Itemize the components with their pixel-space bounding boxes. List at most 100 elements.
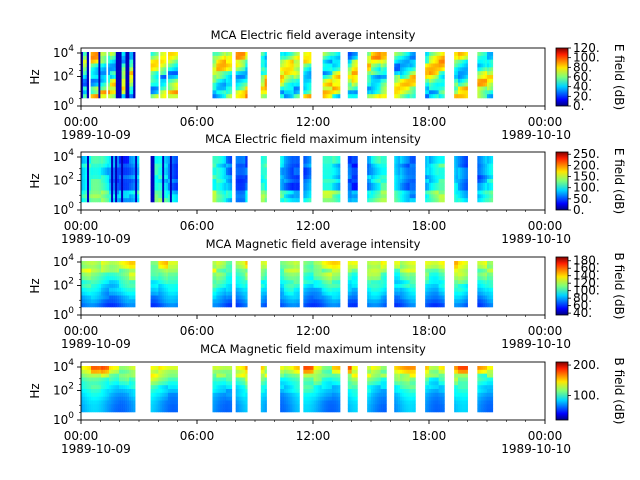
spectrogram-cell bbox=[100, 52, 103, 57]
spectrogram-cell bbox=[243, 280, 246, 285]
spectrogram-cell bbox=[403, 67, 407, 72]
spectrogram-cell bbox=[156, 295, 159, 300]
spectrogram-cell bbox=[413, 186, 416, 191]
spectrogram-cell bbox=[488, 78, 492, 83]
spectrogram-cell bbox=[115, 52, 119, 57]
spectrogram-cell bbox=[212, 268, 215, 273]
spectrogram-cell bbox=[131, 63, 134, 68]
spectrogram-cell bbox=[98, 52, 101, 57]
spectrogram-cell bbox=[97, 163, 100, 168]
spectrogram-cell bbox=[119, 82, 122, 87]
spectrogram-cell bbox=[407, 71, 410, 76]
spectrogram-cell bbox=[479, 90, 482, 95]
spectrogram-cell bbox=[436, 59, 439, 64]
spectrogram-cell bbox=[245, 78, 248, 83]
colorbar-tick-label: 0. bbox=[573, 203, 584, 217]
spectrogram-cell bbox=[119, 280, 122, 285]
spectrogram-cell bbox=[285, 71, 289, 76]
spectrogram-cell bbox=[488, 59, 492, 64]
spectrogram-cell bbox=[380, 71, 383, 76]
spectrogram-cell bbox=[398, 280, 401, 285]
spectrogram-cell bbox=[214, 268, 217, 273]
spectrogram-cell bbox=[289, 71, 293, 76]
spectrogram-cell bbox=[351, 175, 354, 180]
colorbar-label: E field (dB) bbox=[612, 44, 626, 110]
spectrogram-cell bbox=[463, 264, 467, 269]
spectrogram-cell bbox=[160, 59, 163, 64]
spectrogram-cell bbox=[107, 179, 110, 184]
spectrogram-cell bbox=[324, 175, 327, 180]
spectrogram-cell bbox=[430, 186, 434, 191]
spectrogram-cell bbox=[239, 55, 242, 60]
spectrogram-cell bbox=[152, 284, 155, 289]
spectrogram-cell bbox=[121, 94, 124, 99]
spectrogram-cell bbox=[367, 276, 370, 281]
spectrogram-cell bbox=[289, 175, 293, 180]
spectrogram-cell bbox=[237, 52, 240, 57]
spectrogram-cell bbox=[458, 156, 461, 161]
spectrogram-cell bbox=[459, 67, 463, 72]
spectrogram-cell bbox=[169, 261, 173, 266]
spectrogram-cell bbox=[440, 52, 443, 57]
spectrogram-cell bbox=[103, 272, 106, 277]
spectrogram-cell bbox=[216, 299, 219, 304]
spectrogram-cell bbox=[212, 78, 215, 83]
spectrogram-cell bbox=[429, 167, 432, 172]
spectrogram-cell bbox=[382, 156, 385, 161]
spectrogram-cell bbox=[411, 291, 414, 296]
spectrogram-cell bbox=[401, 186, 405, 191]
spectrogram-cell bbox=[309, 71, 312, 76]
spectrogram-cell bbox=[438, 261, 441, 266]
spectrogram-cell bbox=[129, 264, 132, 269]
spectrogram-cell bbox=[315, 303, 318, 308]
spectrogram-cell bbox=[95, 186, 98, 191]
spectrogram-cell bbox=[110, 94, 113, 99]
spectrogram-cell bbox=[173, 287, 177, 292]
spectrogram-cell bbox=[477, 175, 480, 180]
spectrogram-cell bbox=[287, 182, 291, 187]
spectrogram-cell bbox=[465, 280, 468, 285]
spectrogram-cell bbox=[164, 78, 167, 83]
spectrogram-cell bbox=[372, 261, 376, 266]
spectrogram-cell bbox=[162, 156, 165, 161]
spectrogram-cell bbox=[81, 303, 84, 308]
spectrogram-cell bbox=[245, 159, 248, 164]
spectrogram-cell bbox=[235, 194, 238, 199]
spectrogram-cell bbox=[89, 175, 92, 180]
spectrogram-cell bbox=[162, 75, 165, 80]
spectrogram-cell bbox=[119, 94, 122, 99]
spectrogram-cell bbox=[245, 55, 248, 60]
spectrogram-cell bbox=[380, 167, 383, 172]
spectrogram-cell bbox=[378, 52, 381, 57]
spectrogram-cell bbox=[335, 272, 339, 277]
spectrogram-cell bbox=[403, 272, 407, 277]
spectrogram-cell bbox=[166, 261, 169, 266]
spectrogram-cell bbox=[121, 55, 124, 60]
spectrogram-cell bbox=[156, 182, 159, 187]
spectrogram-cell bbox=[458, 280, 461, 285]
spectrogram-cell bbox=[351, 52, 354, 57]
spectrogram-cell bbox=[488, 287, 492, 292]
spectrogram-cell bbox=[121, 171, 124, 176]
spectrogram-cell bbox=[121, 82, 124, 87]
spectrogram-cell bbox=[490, 78, 494, 83]
spectrogram-cell bbox=[175, 179, 178, 184]
spectrogram-cell bbox=[285, 182, 289, 187]
spectrogram-cell bbox=[220, 52, 223, 57]
panel-title: MCA Magnetic field average intensity bbox=[206, 237, 421, 251]
spectrogram-cell bbox=[168, 299, 171, 304]
spectrogram-cell bbox=[295, 194, 298, 199]
spectrogram-cell bbox=[220, 303, 223, 308]
spectrogram-cell bbox=[119, 303, 122, 308]
spectrogram-cell bbox=[454, 303, 457, 308]
spectrogram-cell bbox=[115, 194, 118, 199]
spectrogram-cell bbox=[91, 303, 94, 308]
spectrogram-cell bbox=[405, 182, 409, 187]
spectrogram-cell bbox=[400, 190, 403, 195]
spectrogram-cell bbox=[289, 280, 293, 285]
spectrogram-cell bbox=[226, 75, 229, 80]
spectrogram-cell bbox=[309, 287, 312, 292]
spectrogram-cell bbox=[113, 175, 116, 180]
colorbar-tick-label: 20. bbox=[573, 89, 592, 103]
spectrogram-cell bbox=[338, 163, 341, 168]
